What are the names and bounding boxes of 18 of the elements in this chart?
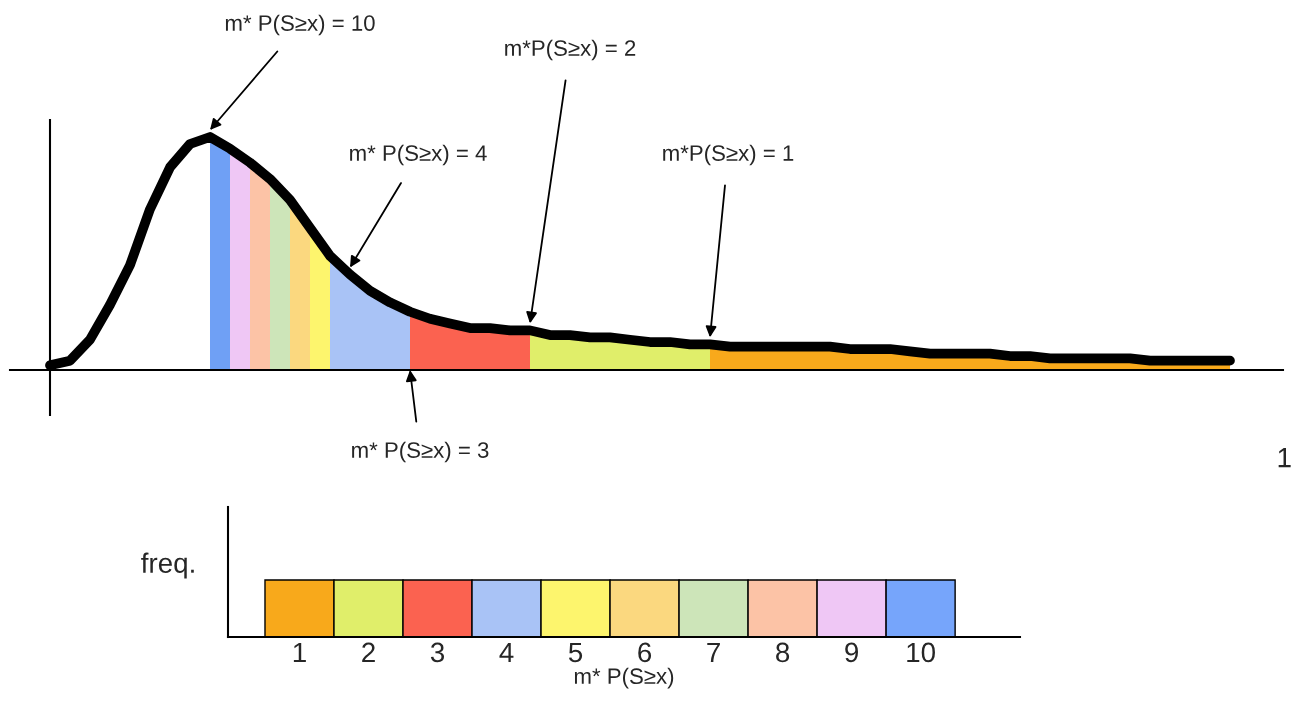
annotation: m*P(S≥x) = 1 [663,144,794,166]
x-tick-label: 10 [907,642,935,663]
x-tick-label: 8 [776,642,790,663]
x-tick-label: 7 [707,642,720,662]
x-tick-label: 4 [499,642,514,662]
x-axis-title: m* P(S≥x) [574,667,674,689]
x-tick-label: 9 [845,642,859,663]
x-tick-label: 5 [568,642,583,663]
text: m* P(S≥x) = 3 [352,441,489,463]
text: 1 [1278,448,1291,468]
x-tick-label: 6 [638,642,652,663]
x-tick-label: 1 [293,642,306,662]
y-axis-title: freq. [141,552,194,579]
text: m*P(S≥x) = 2 [505,39,636,61]
x-tick-label: 2 [362,642,375,662]
text: m* P(S≥x) = 10 [225,14,375,36]
annotation: m* P(S≥x) = 4 [350,144,487,166]
x-tick-label: 3 [430,642,445,663]
